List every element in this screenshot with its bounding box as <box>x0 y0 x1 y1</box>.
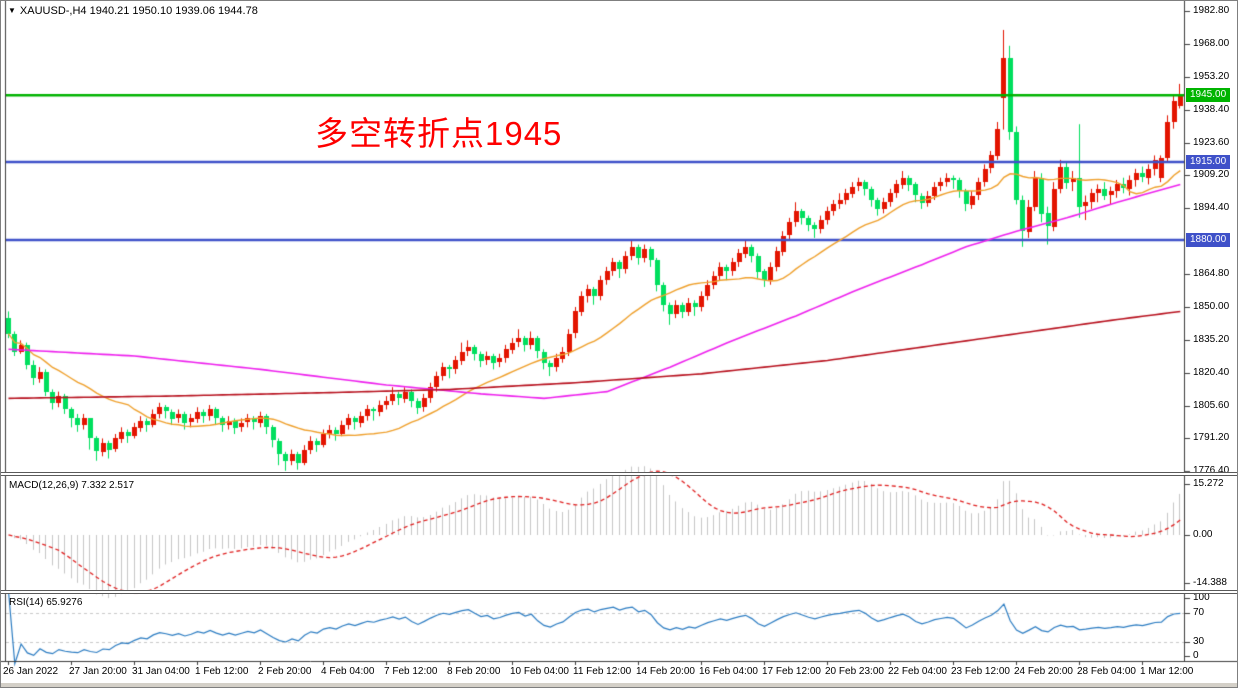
price-tick-label: 1894.40 <box>1193 202 1230 214</box>
date-label: 16 Feb 04:00 <box>699 666 758 677</box>
rsi-tick-label: 70 <box>1193 606 1205 618</box>
date-label: 8 Feb 20:00 <box>447 666 501 677</box>
date-label: 7 Feb 12:00 <box>384 666 438 677</box>
date-label: 22 Feb 04:00 <box>888 666 947 677</box>
price-tick-label: 1982.80 <box>1193 5 1230 17</box>
symbol-dropdown-icon[interactable]: ▼ <box>8 6 16 15</box>
panel-splitter-macd[interactable] <box>1 472 1237 476</box>
rsi-tick-label: 30 <box>1193 636 1205 648</box>
date-label: 11 Feb 12:00 <box>573 666 632 677</box>
price-tick-label: 1776.40 <box>1193 464 1230 476</box>
macd-tick-label: 0.00 <box>1193 528 1213 540</box>
annotation-text[interactable]: 多空转折点1945 <box>315 115 563 152</box>
date-label: 17 Feb 12:00 <box>762 666 821 677</box>
symbol-quote-text: XAUUSD-,H4 1940.21 1950.10 1939.06 1944.… <box>19 5 258 17</box>
price-tick-label: 1835.20 <box>1193 333 1230 345</box>
macd-tick-label: 15.272 <box>1193 477 1224 489</box>
date-label: 28 Feb 04:00 <box>1077 666 1136 677</box>
date-label: 10 Feb 04:00 <box>510 666 569 677</box>
panel-splitter-rsi[interactable] <box>1 590 1237 594</box>
macd-tick-label: -14.388 <box>1193 577 1227 589</box>
price-level-tag: 1915.00 <box>1186 155 1231 170</box>
rsi-tick-label: 100 <box>1193 592 1210 603</box>
rsi-tick-label: 0 <box>1193 650 1199 661</box>
date-label: 31 Jan 04:00 <box>132 666 190 677</box>
chart-title: ▼ XAUUSD-,H4 1940.21 1950.10 1939.06 1944… <box>8 5 258 17</box>
date-label: 24 Feb 20:00 <box>1014 666 1073 677</box>
date-label: 1 Feb 12:00 <box>195 666 249 677</box>
price-tick-label: 1850.00 <box>1193 300 1230 312</box>
price-tick-label: 1820.40 <box>1193 366 1230 378</box>
price-tick-label: 1953.20 <box>1193 70 1230 82</box>
price-level-tag: 1880.00 <box>1186 233 1231 248</box>
macd-indicator-label: MACD(12,26,9) 7.332 2.517 <box>9 480 135 491</box>
price-tick-label: 1968.00 <box>1193 38 1230 49</box>
bottom-strip <box>1 683 1237 687</box>
rsi-indicator-label: RSI(14) 65.9276 <box>9 597 83 608</box>
price-tick-label: 1864.80 <box>1193 267 1230 279</box>
date-label: 14 Feb 20:00 <box>636 666 695 677</box>
date-label: 1 Mar 12:00 <box>1140 666 1194 677</box>
date-label: 20 Feb 23:00 <box>825 666 884 677</box>
date-label: 23 Feb 12:00 <box>951 666 1010 677</box>
date-label: 26 Jan 2022 <box>3 666 59 677</box>
price-tick-label: 1791.20 <box>1193 432 1230 443</box>
price-tick-label: 1805.60 <box>1193 399 1230 411</box>
date-label: 4 Feb 04:00 <box>321 666 375 677</box>
price-tick-label: 1909.20 <box>1193 169 1230 181</box>
date-label: 2 Feb 20:00 <box>258 666 312 677</box>
price-level-tag: 1945.00 <box>1186 88 1231 103</box>
price-tick-label: 1923.60 <box>1193 136 1230 148</box>
date-label: 27 Jan 20:00 <box>69 666 127 677</box>
price-tick-label: 1938.40 <box>1193 103 1230 115</box>
